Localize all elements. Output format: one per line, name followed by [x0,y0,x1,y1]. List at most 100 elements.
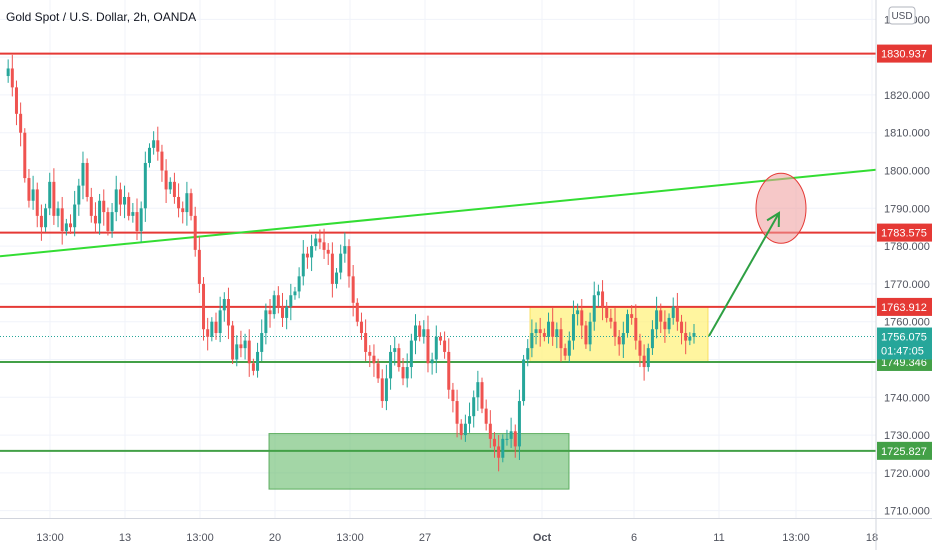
x-tick-label: 13:00 [36,532,64,544]
candle-body [571,314,575,341]
x-tick-label: 13:00 [186,532,214,544]
candle-body [368,351,372,356]
candle-body [576,310,580,315]
candle-body [372,355,376,364]
candle-body [343,246,347,254]
price-label-box [877,297,932,316]
candle-body [355,302,359,322]
candle-body [501,438,505,458]
annotations [708,172,807,337]
y-tick-label: 1740.000 [884,392,930,404]
candle-body [285,306,289,318]
candle-body [251,363,255,371]
currency-button[interactable]: USD [888,6,916,25]
candle-body [39,215,43,228]
candle-body [455,401,459,424]
candle-body [414,325,418,341]
y-tick-label: 1790.000 [884,203,930,215]
candle-body [152,140,156,148]
chart-title: Gold Spot / U.S. Dollar, 2h, OANDA [6,10,196,24]
candle-body [326,249,330,254]
candle-body [692,333,696,337]
candle-body [297,276,301,292]
y-tick-label: 1800.000 [884,166,930,178]
candle-body [301,253,305,277]
x-tick-label: 11 [713,532,724,544]
candle-body [131,212,135,216]
candle-body [226,299,230,326]
demand-zone [268,433,570,490]
candle-body [35,189,39,216]
candle-body [339,253,343,273]
zones [268,306,709,490]
candle-body [127,196,131,216]
candle-body [680,321,684,334]
candle-body [667,317,671,330]
x-tick-label: 13:00 [336,532,364,544]
candle-body [276,295,280,307]
candles [6,54,696,472]
candle-body [663,321,667,330]
levels [0,52,877,452]
candle-body [551,321,555,337]
candle-body [613,321,617,337]
candle-body [10,68,14,88]
y-tick-label: 1780.000 [884,241,930,253]
candle-body [93,215,97,224]
candle-body [684,333,688,341]
candle-body [584,325,588,345]
candle-body [60,208,64,231]
candle-body [418,325,422,337]
candle-body [646,348,650,368]
candle-body [384,378,388,402]
candle-body [239,344,243,349]
candle-body [517,401,521,447]
candle-body [231,325,235,360]
candle-body [135,212,139,231]
candle-body [347,246,351,277]
candle-body [218,310,222,334]
candle-body [351,276,355,303]
candle-body [621,333,625,345]
candle-body [193,215,197,250]
candle-body [44,208,48,228]
candle-body [380,378,384,402]
candle-body [617,336,621,345]
candle-body [206,329,210,337]
candle-body [655,310,659,330]
candle-body [547,321,551,337]
candle-body [430,359,434,364]
candle-body [293,291,297,296]
candle-body [139,208,143,231]
candle-body [567,340,571,356]
candle-body [318,238,322,243]
candle-body [185,193,189,213]
candle-body [314,238,318,247]
candle-body [409,340,413,368]
candle-body [513,431,517,447]
candle-body [505,438,509,440]
candle-body [143,162,147,209]
trendline [0,168,877,258]
candle-body [52,181,56,216]
candle-body [497,446,501,458]
price-label: 1725.827 [881,446,927,458]
candle-body [447,351,451,390]
candle-body [459,423,463,436]
candle-body [23,132,27,179]
last-price-box [877,327,932,360]
candle-body [280,306,284,318]
candle-body [19,113,23,133]
candle-body [468,416,472,424]
y-tick-label: 1820.000 [884,90,930,102]
candle-body [526,348,530,360]
candle-body [563,348,567,356]
candle-body [393,348,397,352]
candle-body [642,355,646,368]
candle-body [264,310,268,334]
candle-body [463,423,467,436]
candle-body [480,382,484,409]
candle-body [123,196,127,205]
candle-body [509,431,513,439]
